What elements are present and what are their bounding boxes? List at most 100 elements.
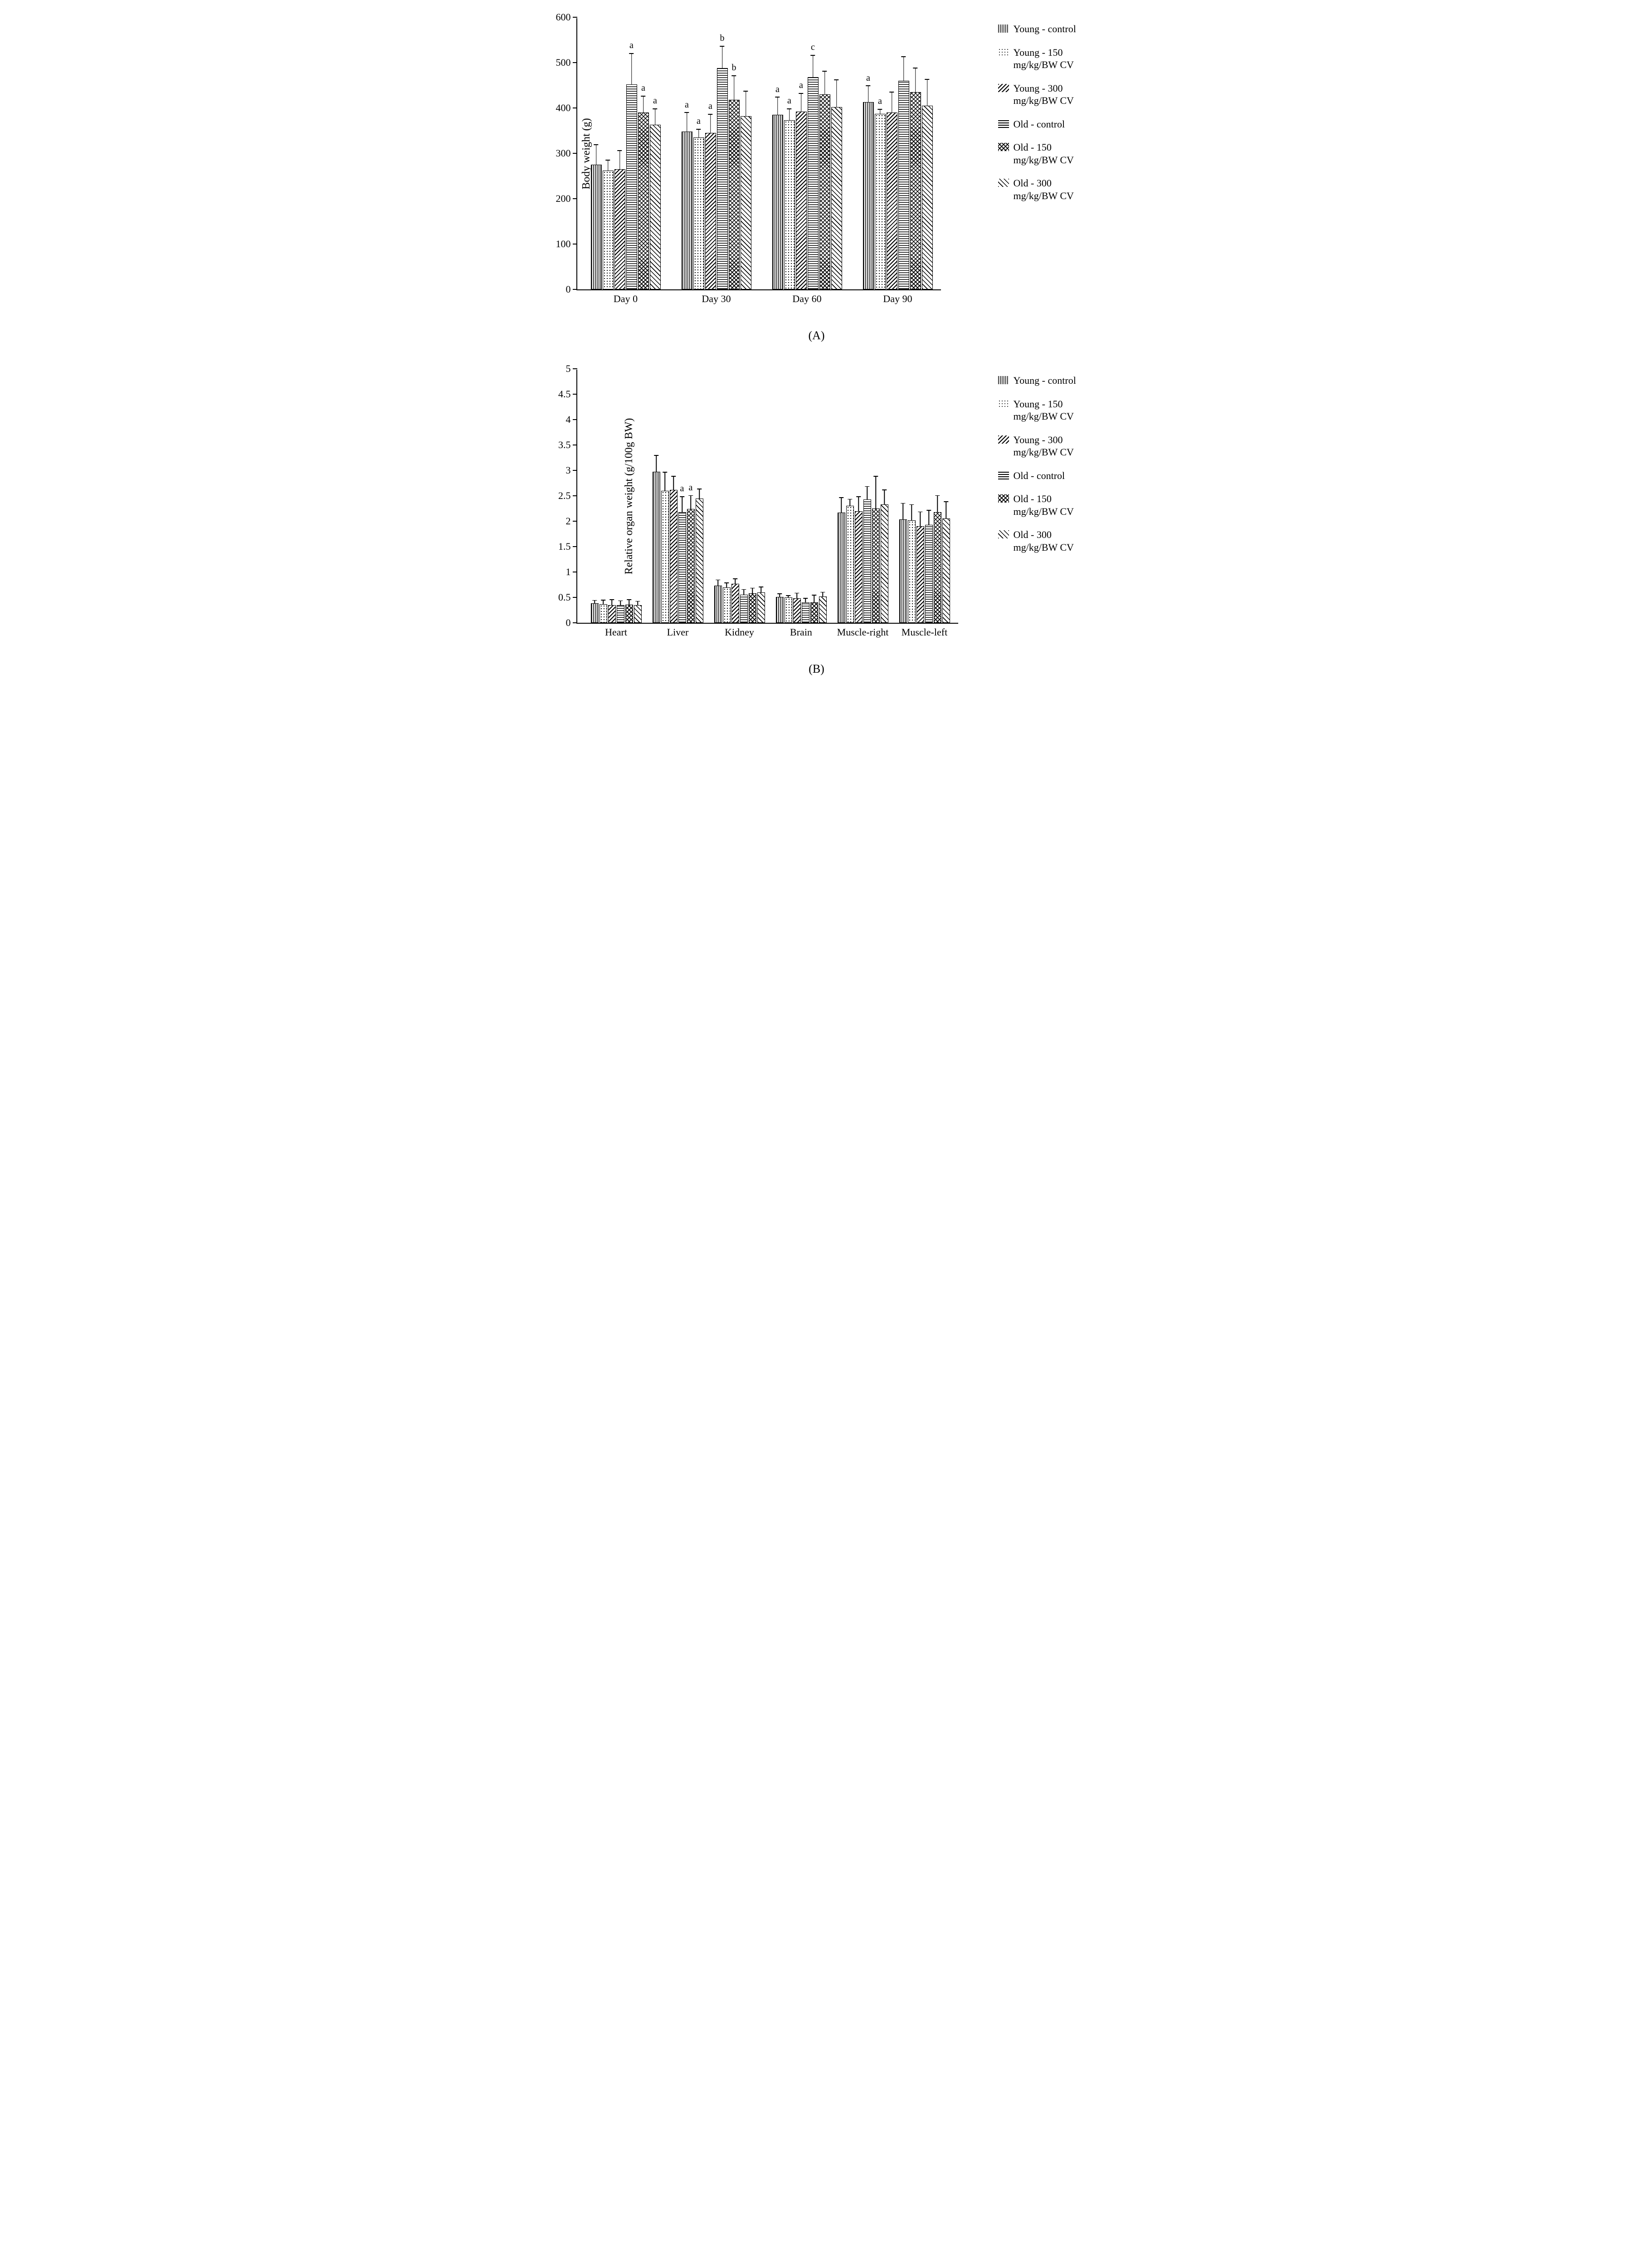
significance-label: a — [641, 83, 645, 93]
legend-swatch-old_150 — [998, 143, 1009, 151]
y-tick — [573, 470, 577, 471]
chart-a-plot: Body weight (g) 0100200300400500600aaaDa… — [576, 18, 941, 290]
error-bar — [867, 486, 868, 500]
bar-young_150 — [600, 604, 607, 623]
bar-young_control — [772, 115, 783, 289]
bar-young_150 — [603, 171, 614, 289]
bar-wrap — [831, 107, 842, 289]
bar-wrap — [838, 513, 845, 623]
significance-label: a — [653, 96, 657, 106]
bar-young_control — [838, 513, 845, 623]
bar-wrap — [785, 597, 792, 623]
x-group: aaabbDay 30 — [682, 68, 751, 289]
x-group-label: Muscle-right — [837, 626, 889, 638]
y-tick-label: 1.5 — [558, 541, 571, 552]
error-bar — [789, 108, 790, 121]
error-bar — [664, 472, 665, 491]
error-bar — [726, 582, 727, 587]
bar-wrap: a — [693, 137, 704, 289]
bar-wrap: a — [863, 102, 874, 289]
error-bar — [813, 55, 814, 78]
bar-wrap — [819, 596, 827, 623]
bar-wrap — [910, 92, 921, 289]
bar-wrap — [776, 597, 784, 623]
bar-wrap — [934, 512, 941, 623]
bar-wrap — [634, 605, 642, 623]
bar-old_300 — [696, 499, 703, 623]
x-group: aaDay 90 — [863, 81, 933, 289]
y-tick — [573, 419, 577, 420]
legend-swatch-young_150 — [998, 48, 1009, 56]
error-bar — [911, 504, 912, 521]
legend-label: Young - 300 mg/kg/BW CV — [1014, 82, 1089, 107]
legend-item-old_control: Old - control — [998, 469, 1089, 482]
y-tick-label: 100 — [556, 238, 571, 250]
y-tick — [573, 198, 577, 199]
bar-old_150 — [872, 508, 880, 623]
bar-wrap — [723, 587, 731, 623]
x-group-label: Day 30 — [702, 293, 731, 305]
bar-young_control — [714, 586, 722, 623]
bar-wrap — [608, 605, 616, 623]
error-bar — [673, 476, 674, 490]
error-bar — [880, 109, 881, 114]
significance-label: a — [775, 84, 780, 95]
y-tick-label: 400 — [556, 102, 571, 114]
legend-swatch-old_300 — [998, 530, 1009, 538]
bar-old_150 — [729, 100, 740, 289]
bar-old_control — [626, 84, 637, 289]
bar-old_150 — [749, 593, 756, 623]
significance-label: b — [732, 63, 736, 73]
error-bar — [858, 496, 859, 512]
bar-wrap — [922, 106, 933, 289]
significance-label: a — [685, 100, 689, 110]
error-bar — [603, 600, 604, 604]
y-tick — [573, 394, 577, 395]
bar-wrap — [617, 605, 624, 623]
x-group-label: Day 90 — [883, 293, 912, 305]
bar-wrap: b — [729, 100, 740, 289]
legend-label: Old - control — [1014, 469, 1065, 482]
error-bar — [643, 96, 644, 113]
legend-label: Old - control — [1014, 118, 1065, 131]
chart-b-area: Relative organ weight (g/100g BW) 00.511… — [545, 370, 994, 642]
bar-young_150 — [723, 587, 731, 623]
bar-wrap — [898, 81, 909, 289]
x-group: aaacDay 60 — [772, 77, 842, 289]
bar-old_150 — [625, 605, 633, 623]
error-bar — [927, 79, 928, 106]
error-bar — [849, 499, 850, 507]
error-bar — [710, 114, 711, 133]
legend-item-young_control: Young - control — [998, 23, 1089, 35]
bar-old_150 — [810, 602, 818, 623]
bar-old_150 — [638, 112, 649, 289]
error-bar — [743, 589, 744, 595]
bar-old_300 — [881, 504, 888, 623]
error-bar — [875, 476, 876, 509]
bar-wrap — [908, 520, 916, 623]
y-tick-label: 0 — [566, 284, 571, 295]
bar-old_control — [617, 605, 624, 623]
bar-old_control — [808, 77, 819, 289]
figure-b: Relative organ weight (g/100g BW) 00.511… — [545, 370, 1089, 676]
legend-swatch-old_300 — [998, 179, 1009, 187]
x-group: Kidney — [714, 584, 765, 623]
significance-label: a — [799, 80, 803, 91]
bar-wrap — [696, 499, 703, 623]
bar-wrap: a — [638, 112, 649, 289]
y-tick-label: 5 — [566, 363, 571, 375]
bar-young_300 — [614, 169, 625, 289]
error-bar — [619, 150, 620, 170]
chart-a-area: Body weight (g) 0100200300400500600aaaDa… — [545, 18, 994, 308]
significance-label: b — [720, 33, 725, 44]
bar-wrap: a — [796, 112, 807, 289]
bar-young_150 — [846, 506, 854, 623]
bar-young_150 — [784, 120, 795, 289]
bar-wrap — [670, 490, 678, 623]
legend-swatch-young_300 — [998, 84, 1009, 92]
bar-wrap — [625, 605, 633, 623]
y-tick — [573, 289, 577, 290]
legend-swatch-young_control — [998, 24, 1009, 33]
bar-old_300 — [741, 116, 751, 289]
y-tick — [573, 495, 577, 496]
